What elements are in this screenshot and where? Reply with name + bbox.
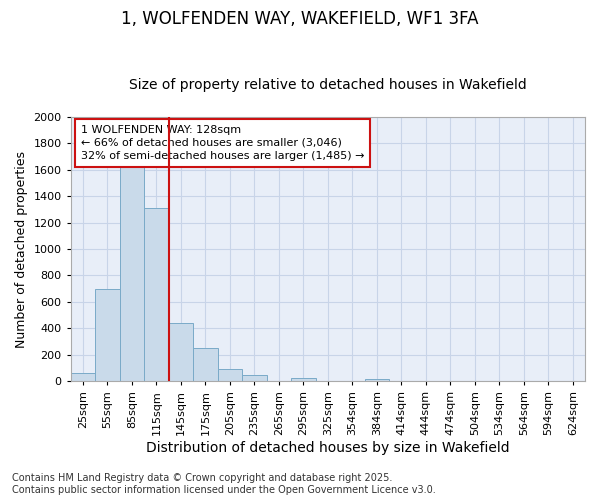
Bar [95,288,119,382]
X-axis label: Distribution of detached houses by size in Wakefield: Distribution of detached houses by size … [146,441,509,455]
Bar [144,208,169,382]
Bar [169,323,193,382]
Bar [242,374,266,382]
Bar [291,378,316,382]
Bar [71,372,95,382]
Bar [365,378,389,382]
Bar [193,348,218,382]
Text: 1 WOLFENDEN WAY: 128sqm
← 66% of detached houses are smaller (3,046)
32% of semi: 1 WOLFENDEN WAY: 128sqm ← 66% of detache… [81,124,364,161]
Y-axis label: Number of detached properties: Number of detached properties [15,150,28,348]
Bar [218,370,242,382]
Text: 1, WOLFENDEN WAY, WAKEFIELD, WF1 3FA: 1, WOLFENDEN WAY, WAKEFIELD, WF1 3FA [121,10,479,28]
Text: Contains HM Land Registry data © Crown copyright and database right 2025.
Contai: Contains HM Land Registry data © Crown c… [12,474,436,495]
Bar [119,162,144,382]
Title: Size of property relative to detached houses in Wakefield: Size of property relative to detached ho… [129,78,527,92]
